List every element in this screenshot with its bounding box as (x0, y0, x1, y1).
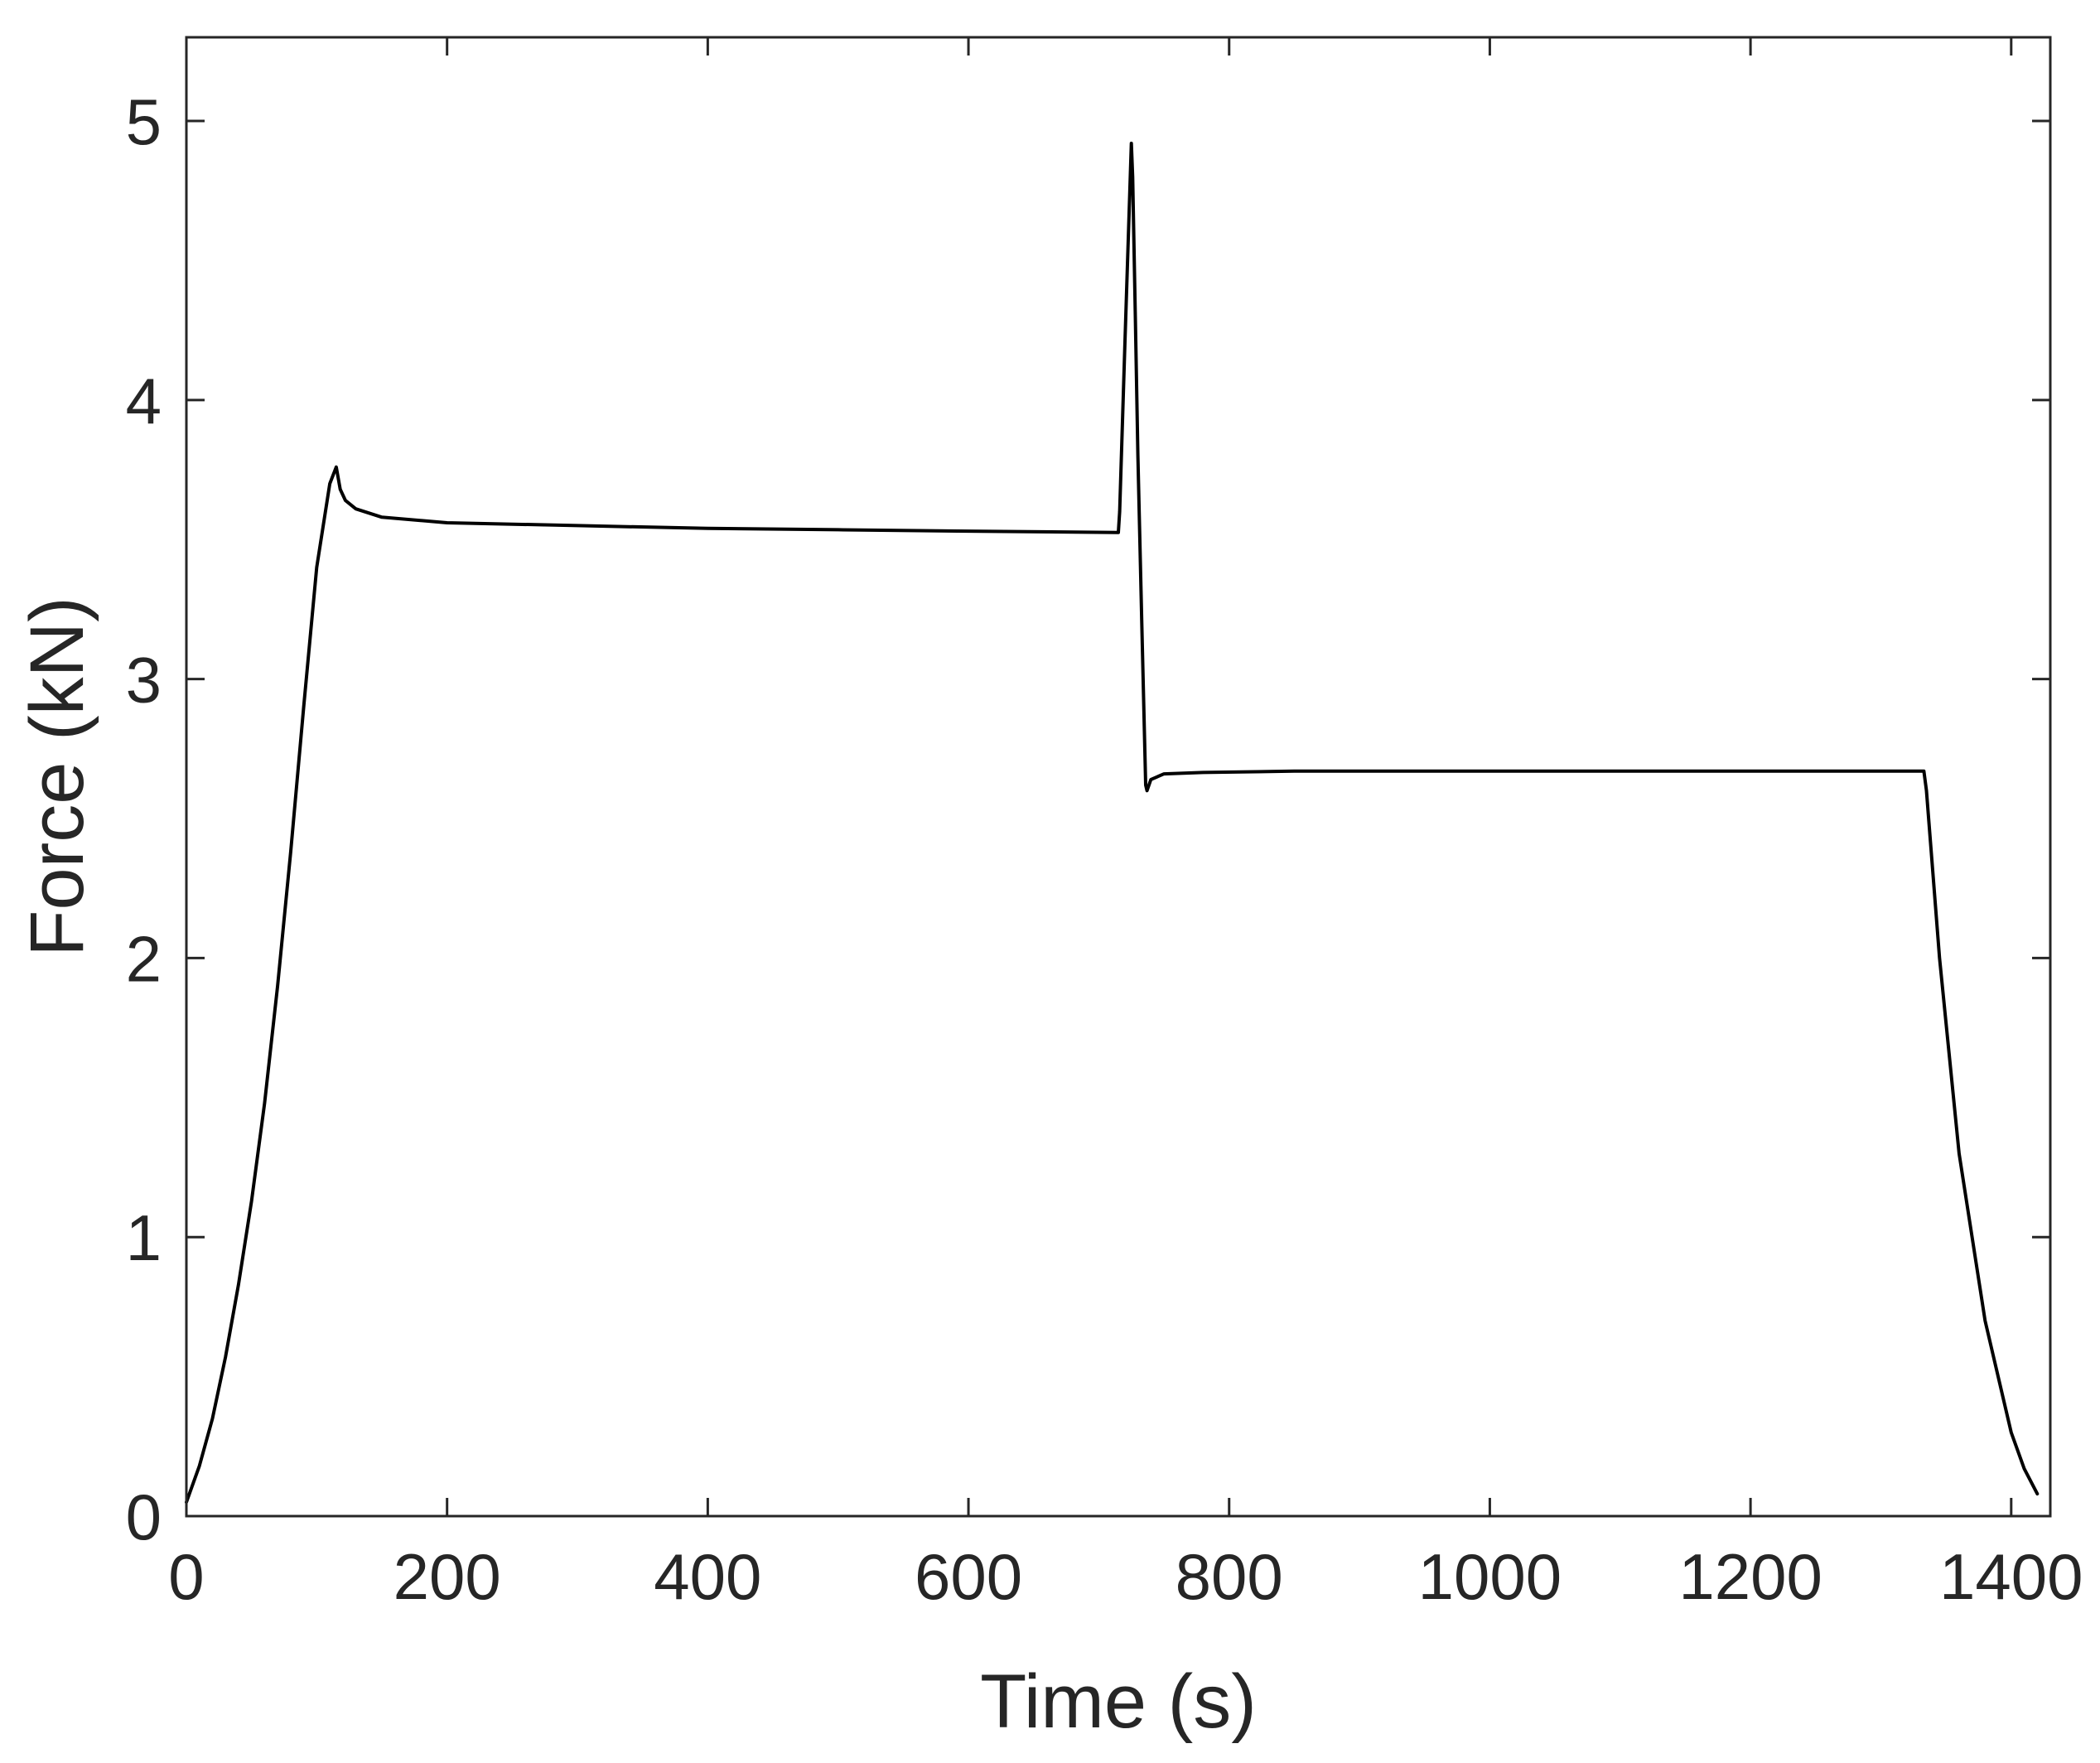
force-series-line (185, 142, 2040, 1505)
y-tick-label: 2 (126, 922, 162, 995)
x-tick-label: 1400 (1939, 1540, 2083, 1613)
x-tick-label: 400 (654, 1540, 761, 1613)
y-tick-label: 0 (126, 1480, 162, 1553)
axes-box (185, 36, 2052, 1518)
x-tick-label: 1000 (1418, 1540, 1562, 1613)
y-tick-label: 5 (126, 85, 162, 158)
y-tick-label: 1 (126, 1201, 162, 1274)
y-tick-label: 3 (126, 644, 162, 717)
y-axis-label: Force (kN) (15, 597, 99, 956)
x-tick-label: 600 (915, 1540, 1022, 1613)
tick-labels: 0 200 400 600 800 1000 1200 1400 0 1 2 3 4 5 (126, 85, 2083, 1613)
x-tick-label: 200 (393, 1540, 501, 1613)
x-tick-label: 800 (1176, 1540, 1283, 1613)
x-axis-label: Time (s) (980, 1659, 1257, 1744)
x-tick-label: 1200 (1678, 1540, 1822, 1613)
x-tick-label: 0 (168, 1540, 204, 1613)
series-group (185, 142, 2040, 1505)
y-tick-label: 4 (126, 365, 162, 437)
